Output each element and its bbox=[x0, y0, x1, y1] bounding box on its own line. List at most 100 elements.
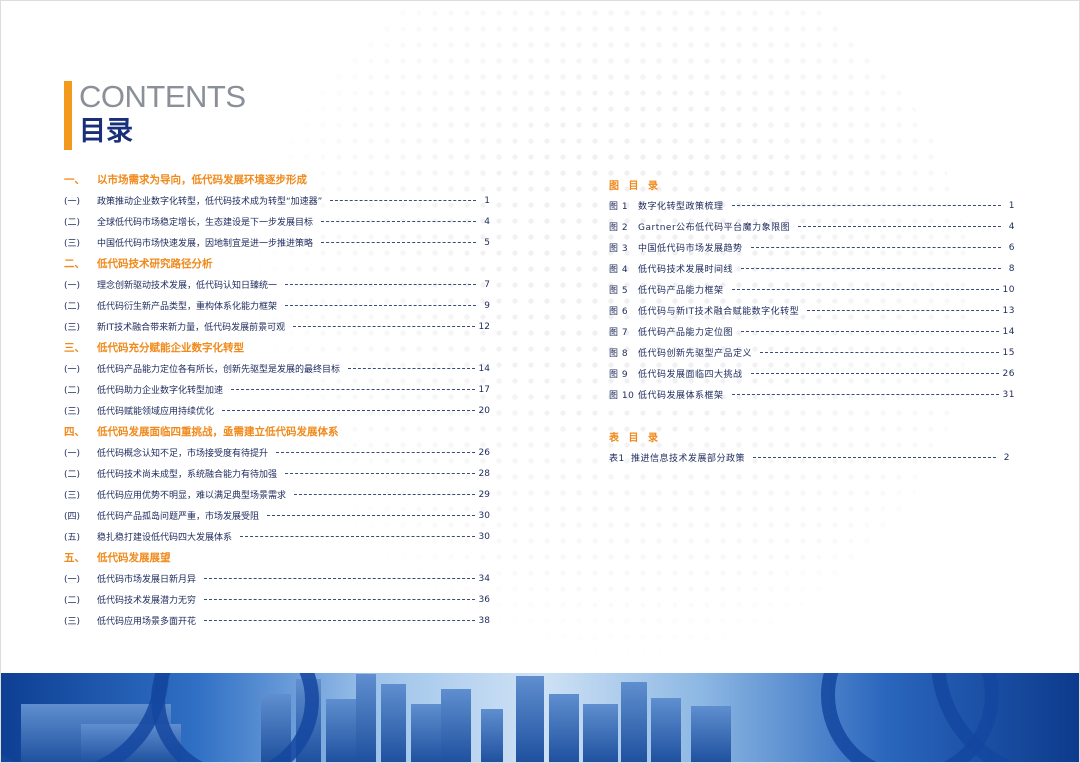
entry-title: 政策推动企业数字化转型，低代码技术成为转型“加速器” bbox=[97, 197, 323, 207]
toc-section-heading[interactable]: 二、 低代码技术研究路径分析 bbox=[64, 253, 490, 274]
toc-entry[interactable]: (四) 低代码产品孤岛问题严重，市场发展受阻 30 bbox=[64, 505, 490, 526]
toc-entry[interactable]: (三) 低代码应用场景多面开花 38 bbox=[64, 610, 490, 631]
building-shape bbox=[356, 674, 376, 762]
section-number: 二、 bbox=[64, 258, 85, 270]
page-number: 26 bbox=[478, 447, 490, 458]
entry-title: 新IT技术融合带来新力量，低代码发展前景可观 bbox=[97, 323, 286, 333]
entry-number: (三) bbox=[64, 617, 81, 627]
figure-entry[interactable]: 图 8 低代码创新先驱型产品定义 15 bbox=[609, 342, 1015, 363]
dot-leader bbox=[240, 536, 475, 537]
building-shape bbox=[381, 684, 406, 762]
page-number: 14 bbox=[478, 363, 490, 374]
entry-title: 低代码助力企业数字化转型加速 bbox=[97, 386, 224, 396]
figure-entry[interactable]: 图 5 低代码产品能力框架 10 bbox=[609, 279, 1015, 300]
building-shape bbox=[621, 682, 647, 762]
section-title: 低代码充分赋能企业数字化转型 bbox=[97, 342, 244, 354]
toc-entry[interactable]: (三) 低代码应用优势不明显，难以满足典型场景需求 29 bbox=[64, 484, 490, 505]
figure-entry[interactable]: 图 9 低代码发展面临四大挑战 26 bbox=[609, 363, 1015, 384]
entry-title: 稳扎稳打建设低代码四大发展体系 bbox=[97, 533, 233, 543]
section-title: 低代码发展展望 bbox=[97, 552, 171, 564]
toc-entry[interactable]: (一) 政策推动企业数字化转型，低代码技术成为转型“加速器” 1 bbox=[64, 190, 490, 211]
dot-leader bbox=[267, 515, 475, 516]
entry-title: 低代码技术尚未成型，系统融合能力有待加强 bbox=[97, 470, 278, 480]
toc-entry[interactable]: (三) 新IT技术融合带来新力量，低代码发展前景可观 12 bbox=[64, 316, 490, 337]
section-number: 五、 bbox=[64, 552, 85, 564]
page-number: 8 bbox=[1008, 263, 1015, 274]
entry-title: 低代码应用场景多面开花 bbox=[97, 617, 197, 627]
page-number: 30 bbox=[478, 531, 490, 542]
entry-number: 图 1 bbox=[609, 202, 629, 212]
entry-number: (一) bbox=[64, 197, 81, 207]
dot-leader bbox=[231, 389, 475, 390]
entry-number: (一) bbox=[64, 575, 81, 585]
entry-number: 图 5 bbox=[609, 286, 629, 296]
page-number: 14 bbox=[1002, 326, 1015, 337]
toc-entry[interactable]: (二) 低代码技术尚未成型，系统融合能力有待加强 28 bbox=[64, 463, 490, 484]
toc-entry[interactable]: (五) 稳扎稳打建设低代码四大发展体系 30 bbox=[64, 526, 490, 547]
page-number: 20 bbox=[478, 405, 490, 416]
dot-leader bbox=[798, 226, 1001, 227]
section-number: 四、 bbox=[64, 426, 85, 438]
dot-leader bbox=[741, 331, 999, 332]
page-number: 2 bbox=[1003, 452, 1010, 463]
page-number: 12 bbox=[478, 321, 490, 332]
entry-title: 低代码技术发展时间线 bbox=[638, 265, 734, 275]
toc-section-heading[interactable]: 五、 低代码发展展望 bbox=[64, 547, 490, 568]
toc-entry[interactable]: (二) 低代码技术发展潜力无穷 36 bbox=[64, 589, 490, 610]
dot-leader bbox=[731, 205, 1001, 206]
city-skyline-banner bbox=[1, 673, 1079, 762]
toc-entry[interactable]: (一) 理念创新驱动技术发展，低代码认知日臻统一 7 bbox=[64, 274, 490, 295]
entry-title: 数字化转型政策梳理 bbox=[638, 202, 724, 212]
toc-section-heading[interactable]: 四、 低代码发展面临四重挑战，亟需建立低代码发展体系 bbox=[64, 421, 490, 442]
entry-number: 图 9 bbox=[609, 370, 629, 380]
figure-entry[interactable]: 图 2 Gartner公布低代码平台魔力象限图 4 bbox=[609, 216, 1015, 237]
entry-number: (二) bbox=[64, 218, 81, 228]
toc-entry[interactable]: (一) 低代码市场发展日新月异 34 bbox=[64, 568, 490, 589]
entry-title: 低代码发展面临四大挑战 bbox=[638, 370, 743, 380]
entry-title: 低代码创新先驱型产品定义 bbox=[638, 349, 753, 359]
dot-leader bbox=[348, 368, 475, 369]
entry-title: 全球低代码市场稳定增长，生态建设是下一步发展目标 bbox=[97, 218, 314, 228]
page-number: 4 bbox=[484, 216, 490, 227]
contents-title-en: CONTENTS bbox=[79, 79, 246, 114]
dot-leader bbox=[285, 305, 476, 306]
table-entry[interactable]: 表1 推进信息技术发展部分政策 2 bbox=[609, 447, 1010, 468]
entry-number: (二) bbox=[64, 302, 81, 312]
dot-leader bbox=[285, 473, 475, 474]
toc-entry[interactable]: (三) 中国低代码市场快速发展，因地制宜是进一步推进策略 5 bbox=[64, 232, 490, 253]
page-number: 4 bbox=[1008, 221, 1015, 232]
toc-entry[interactable]: (三) 低代码赋能领域应用持续优化 20 bbox=[64, 400, 490, 421]
entry-number: (二) bbox=[64, 596, 81, 606]
toc-entry[interactable]: (二) 低代码衍生新产品类型，重构体系化能力框架 9 bbox=[64, 295, 490, 316]
entry-title: 低代码产品能力定位图 bbox=[638, 328, 734, 338]
dot-leader bbox=[204, 578, 475, 579]
toc-entry[interactable]: (二) 低代码助力企业数字化转型加速 17 bbox=[64, 379, 490, 400]
figure-list: 图 目 录图 1 数字化转型政策梳理 1 图 2 Gartner公布低代码平台魔力象限图… bbox=[609, 174, 1015, 405]
table-list: 表 目 录表1 推进信息技术发展部分政策 2 bbox=[609, 426, 1010, 468]
toc-entry[interactable]: (二) 全球低代码市场稳定增长，生态建设是下一步发展目标 4 bbox=[64, 211, 490, 232]
dot-leader bbox=[321, 242, 476, 243]
page-number: 36 bbox=[478, 594, 490, 605]
toc-section-heading[interactable]: 一、 以市场需求为导向，低代码发展环境逐步形成 bbox=[64, 169, 490, 190]
page-number: 13 bbox=[1002, 305, 1015, 316]
page-number: 7 bbox=[484, 279, 490, 290]
figure-entry[interactable]: 图 7 低代码产品能力定位图 14 bbox=[609, 321, 1015, 342]
figure-entry[interactable]: 图 3 中国低代码市场发展趋势 6 bbox=[609, 237, 1015, 258]
page-number: 17 bbox=[478, 384, 490, 395]
page-number: 28 bbox=[478, 468, 490, 479]
toc-section-heading[interactable]: 三、 低代码充分赋能企业数字化转型 bbox=[64, 337, 490, 358]
dot-leader bbox=[731, 289, 999, 290]
entry-title: 中国低代码市场发展趋势 bbox=[638, 244, 743, 254]
figure-entry[interactable]: 图 10 低代码发展体系框架 31 bbox=[609, 384, 1015, 405]
figure-entry[interactable]: 图 4 低代码技术发展时间线 8 bbox=[609, 258, 1015, 279]
page-number: 5 bbox=[484, 237, 490, 248]
entry-number: (一) bbox=[64, 449, 81, 459]
figure-entry[interactable]: 图 1 数字化转型政策梳理 1 bbox=[609, 195, 1015, 216]
toc-entry[interactable]: (一) 低代码概念认知不足，市场接受度有待提升 26 bbox=[64, 442, 490, 463]
toc-entry[interactable]: (一) 低代码产品能力定位各有所长，创新先驱型是发展的最终目标 14 bbox=[64, 358, 490, 379]
figure-entry[interactable]: 图 6 低代码与新IT技术融合赋能数字化转型 13 bbox=[609, 300, 1015, 321]
entry-number: 图 8 bbox=[609, 349, 629, 359]
dot-leader bbox=[276, 452, 475, 453]
page-number: 9 bbox=[484, 300, 490, 311]
